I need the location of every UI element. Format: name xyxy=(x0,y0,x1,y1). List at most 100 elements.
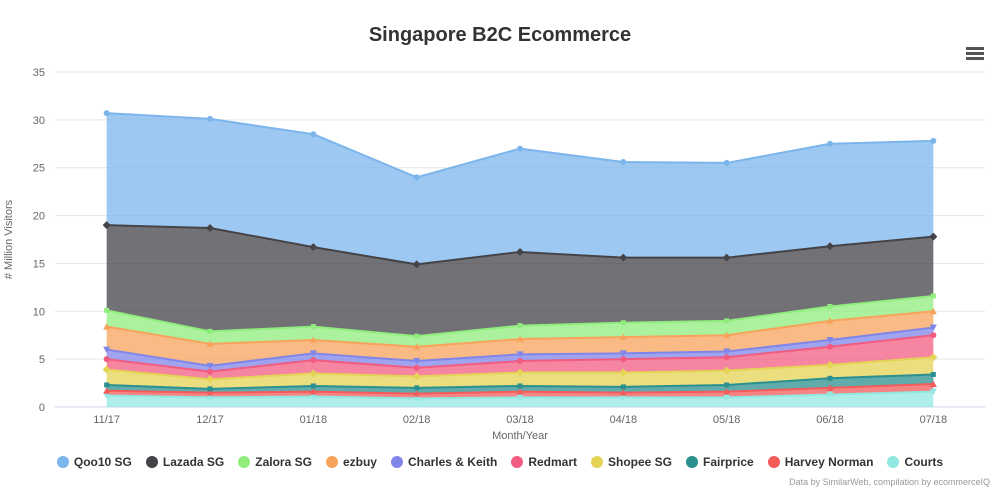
marker-courts[interactable] xyxy=(826,391,834,399)
marker-harvey-norman[interactable] xyxy=(826,384,834,391)
marker-lazada-sg[interactable] xyxy=(412,260,421,269)
marker-harvey-norman[interactable] xyxy=(206,389,214,396)
marker-redmart[interactable] xyxy=(827,343,833,350)
marker-zalora-sg[interactable] xyxy=(310,324,316,330)
marker-courts[interactable] xyxy=(413,395,421,402)
marker-zalora-sg[interactable] xyxy=(414,333,420,339)
marker-harvey-norman[interactable] xyxy=(309,388,317,395)
marker-qoo10-sg[interactable] xyxy=(103,110,110,117)
marker-zalora-sg[interactable] xyxy=(724,318,730,324)
marker-shopee-sg[interactable] xyxy=(516,368,524,377)
marker-redmart[interactable] xyxy=(723,354,730,361)
marker-charles-keith[interactable] xyxy=(619,350,627,357)
marker-courts[interactable] xyxy=(103,392,111,400)
legend-item-qoo10-sg[interactable]: Qoo10 SG xyxy=(56,455,132,469)
marker-fairprice[interactable] xyxy=(827,375,833,381)
marker-fairprice[interactable] xyxy=(104,382,110,388)
legend-item-lazada-sg[interactable]: Lazada SG xyxy=(145,455,224,469)
marker-lazada-sg[interactable] xyxy=(619,253,628,262)
marker-qoo10-sg[interactable] xyxy=(310,131,317,138)
marker-qoo10-sg[interactable] xyxy=(827,140,833,147)
marker-shopee-sg[interactable] xyxy=(309,369,318,378)
marker-zalora-sg[interactable] xyxy=(620,320,626,326)
marker-zalora-sg[interactable] xyxy=(930,293,936,299)
marker-harvey-norman[interactable] xyxy=(103,387,111,394)
marker-charles-keith[interactable] xyxy=(103,346,111,354)
marker-shopee-sg[interactable] xyxy=(826,360,834,369)
marker-redmart[interactable] xyxy=(930,332,937,339)
marker-redmart[interactable] xyxy=(103,356,110,363)
marker-courts[interactable] xyxy=(723,394,731,401)
legend-item-redmart[interactable]: Redmart xyxy=(511,455,577,469)
marker-lazada-sg[interactable] xyxy=(206,224,214,233)
marker-qoo10-sg[interactable] xyxy=(620,158,627,165)
marker-courts[interactable] xyxy=(619,394,627,401)
marker-harvey-norman[interactable] xyxy=(516,388,524,395)
marker-lazada-sg[interactable] xyxy=(102,221,111,230)
marker-harvey-norman[interactable] xyxy=(619,389,627,396)
marker-shopee-sg[interactable] xyxy=(412,372,421,381)
marker-harvey-norman[interactable] xyxy=(413,390,421,397)
legend-item-courts[interactable]: Courts xyxy=(887,455,943,469)
legend-item-ezbuy[interactable]: ezbuy xyxy=(325,455,377,469)
marker-fairprice[interactable] xyxy=(310,383,316,389)
marker-redmart[interactable] xyxy=(620,356,627,363)
marker-zalora-sg[interactable] xyxy=(104,307,110,313)
area-qoo10-sg[interactable] xyxy=(106,113,934,265)
marker-courts[interactable] xyxy=(516,394,524,401)
marker-harvey-norman[interactable] xyxy=(929,380,937,388)
marker-zalora-sg[interactable] xyxy=(207,328,213,334)
legend-item-harvey-norman[interactable]: Harvey Norman xyxy=(767,455,873,469)
legend-item-shopee-sg[interactable]: Shopee SG xyxy=(591,455,672,469)
marker-ezbuy[interactable] xyxy=(206,340,214,347)
marker-zalora-sg[interactable] xyxy=(827,304,833,309)
marker-qoo10-sg[interactable] xyxy=(517,145,523,152)
marker-qoo10-sg[interactable] xyxy=(723,159,730,166)
marker-qoo10-sg[interactable] xyxy=(930,137,937,144)
marker-lazada-sg[interactable] xyxy=(516,247,524,256)
marker-ezbuy[interactable] xyxy=(516,335,524,343)
marker-ezbuy[interactable] xyxy=(826,317,834,324)
marker-charles-keith[interactable] xyxy=(929,324,937,332)
marker-charles-keith[interactable] xyxy=(413,358,421,365)
marker-fairprice[interactable] xyxy=(620,384,626,390)
marker-redmart[interactable] xyxy=(207,368,213,375)
marker-shopee-sg[interactable] xyxy=(619,368,628,377)
marker-lazada-sg[interactable] xyxy=(826,242,834,251)
marker-charles-keith[interactable] xyxy=(516,351,524,358)
marker-redmart[interactable] xyxy=(517,358,523,365)
marker-charles-keith[interactable] xyxy=(826,337,834,344)
marker-shopee-sg[interactable] xyxy=(929,353,938,362)
area-charles-keith[interactable] xyxy=(106,327,934,372)
marker-qoo10-sg[interactable] xyxy=(207,115,213,122)
marker-harvey-norman[interactable] xyxy=(723,388,731,395)
marker-charles-keith[interactable] xyxy=(206,362,214,370)
marker-ezbuy[interactable] xyxy=(309,336,317,344)
marker-qoo10-sg[interactable] xyxy=(413,174,420,181)
legend-item-charles-keith[interactable]: Charles & Keith xyxy=(390,455,497,469)
area-lazada-sg[interactable] xyxy=(106,225,934,337)
marker-fairprice[interactable] xyxy=(517,383,523,389)
marker-ezbuy[interactable] xyxy=(619,333,627,341)
marker-redmart[interactable] xyxy=(413,364,420,371)
marker-fairprice[interactable] xyxy=(414,385,420,391)
marker-lazada-sg[interactable] xyxy=(722,253,731,262)
marker-redmart[interactable] xyxy=(310,357,317,364)
marker-shopee-sg[interactable] xyxy=(206,375,214,384)
legend-item-fairprice[interactable]: Fairprice xyxy=(686,455,754,469)
legend-item-zalora-sg[interactable]: Zalora SG xyxy=(238,455,312,469)
marker-ezbuy[interactable] xyxy=(103,323,111,330)
marker-fairprice[interactable] xyxy=(207,386,213,392)
marker-ezbuy[interactable] xyxy=(723,331,731,339)
marker-lazada-sg[interactable] xyxy=(309,243,318,252)
marker-shopee-sg[interactable] xyxy=(102,365,111,374)
marker-ezbuy[interactable] xyxy=(929,307,937,315)
marker-zalora-sg[interactable] xyxy=(517,323,523,329)
marker-lazada-sg[interactable] xyxy=(929,232,938,241)
marker-charles-keith[interactable] xyxy=(723,348,731,355)
marker-fairprice[interactable] xyxy=(930,371,936,377)
marker-courts[interactable] xyxy=(309,393,317,400)
marker-courts[interactable] xyxy=(206,394,214,401)
marker-charles-keith[interactable] xyxy=(309,350,317,357)
marker-fairprice[interactable] xyxy=(724,382,730,388)
